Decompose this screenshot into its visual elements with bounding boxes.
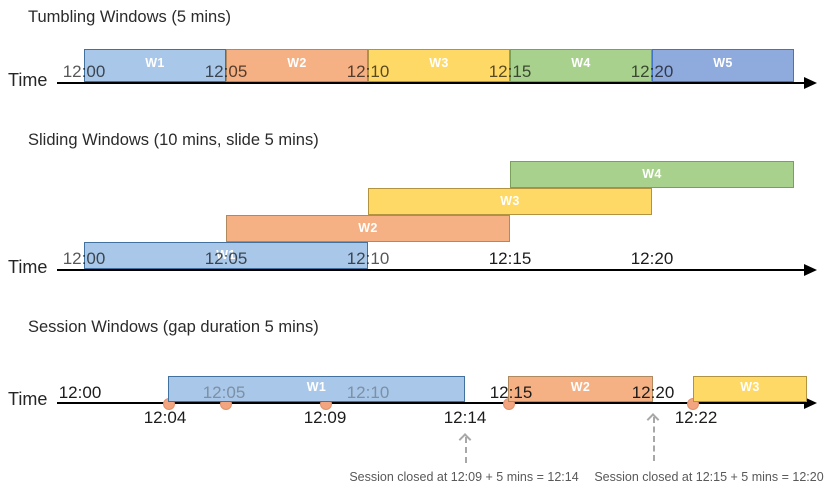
window-box-w1 [84,49,226,82]
window-label: W2 [287,56,307,70]
session-closed-note: Session closed at 12:09 + 5 mins = 12:14 [349,470,579,484]
event-time-label: 12:14 [443,408,487,427]
tick-label: 12:00 [58,383,102,402]
window-box-w3 [368,49,510,82]
window-box-w2 [508,376,653,402]
window-box-w3 [693,376,807,402]
time-axis-label-tumbling: Time [8,70,48,90]
window-box-w2 [226,215,510,242]
event-time-label: 12:09 [303,408,347,427]
window-box-w5 [652,49,794,82]
timeline-axis [57,402,806,404]
tick-label: 12:05 [204,249,248,268]
section-title-sliding: Sliding Windows (10 mins, slide 5 mins) [28,131,319,149]
window-box-w4 [510,161,794,188]
window-label: W2 [358,221,378,235]
tick-label: 12:20 [630,62,674,81]
tick-label: 12:20 [630,249,674,268]
window-box-w4 [510,49,652,82]
window-label: W5 [713,56,733,70]
tick-label: 12:00 [62,249,106,268]
window-box-w2 [226,49,368,82]
tick-label: 12:05 [202,383,246,402]
tick-label: 12:05 [204,62,248,81]
event-time-label: 12:04 [143,408,187,427]
tick-label: 12:10 [346,383,390,402]
timeline-arrowhead-icon [804,397,817,409]
arrow-shaft [653,417,655,461]
dashed-up-arrow-icon [646,413,660,461]
timeline-arrowhead-icon [804,77,817,89]
window-label: W3 [740,380,760,394]
window-box-w1 [84,242,368,269]
window-label: W1 [216,248,236,262]
arrow-shaft [465,437,467,463]
tick-label: 12:10 [346,249,390,268]
window-box-w3 [368,188,652,215]
section-title-session: Session Windows (gap duration 5 mins) [28,318,319,336]
session-closed-note: Session closed at 12:15 + 5 mins = 12:20 [594,470,824,484]
time-axis-label-session: Time [8,389,48,409]
tick-label: 12:20 [631,383,675,402]
timeline-axis [57,82,806,84]
tick-label: 12:15 [488,62,532,81]
window-label: W3 [429,56,449,70]
window-label: W1 [145,56,165,70]
tick-label: 12:15 [489,383,533,402]
dashed-up-arrow-icon [458,433,472,463]
window-box-w1 [168,376,465,402]
window-label: W1 [306,380,327,394]
event-time-label: 12:22 [674,408,718,427]
tick-label: 12:00 [62,62,106,81]
timeline-axis [57,269,806,271]
tick-label: 12:10 [346,62,390,81]
section-title-tumbling: Tumbling Windows (5 mins) [28,8,231,26]
window-label: W3 [500,194,520,208]
window-label: W4 [571,56,591,70]
time-axis-label-sliding: Time [8,257,48,277]
tick-label: 12:15 [488,249,532,268]
window-label: W2 [570,380,591,394]
window-label: W4 [642,167,662,181]
timeline-arrowhead-icon [804,264,817,276]
